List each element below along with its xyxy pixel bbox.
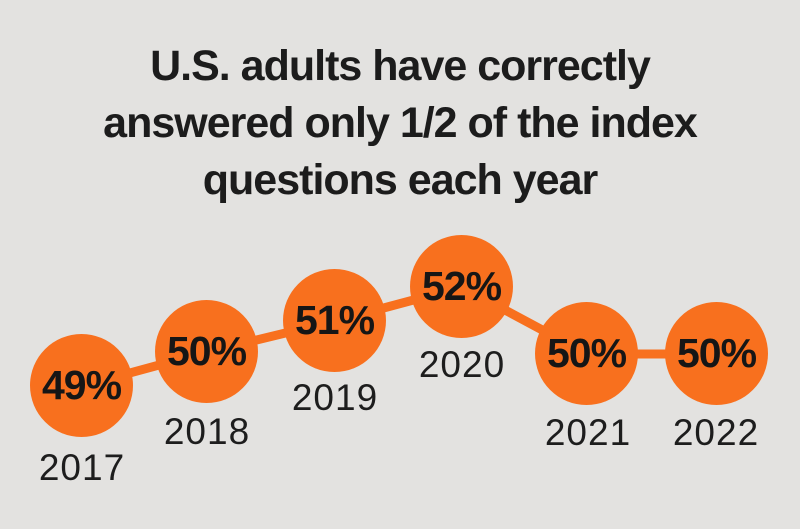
value-label-2022: 50% [676, 330, 757, 376]
value-label-2018: 50% [166, 328, 247, 374]
year-label-2022: 2022 [672, 412, 760, 453]
value-label-2021: 50% [546, 330, 627, 376]
value-label-2019: 51% [294, 297, 375, 343]
chart-title-line-1: U.S. adults have correctly [150, 42, 651, 90]
data-point-bubble-2019: 51% [283, 269, 386, 372]
data-point-bubble-2017: 49% [30, 334, 133, 437]
value-label-2017: 49% [41, 362, 122, 408]
data-point-bubble-2022: 50% [665, 302, 768, 405]
value-label-2020: 52% [421, 263, 502, 309]
year-label-2020: 2020 [418, 344, 506, 385]
chart-title-line-2: answered only 1/2 of the index [103, 99, 698, 147]
chart-title: U.S. adults have correctly answered only… [0, 38, 800, 209]
data-point-bubble-2018: 50% [155, 300, 258, 403]
year-label-2017: 2017 [38, 447, 126, 488]
data-point-bubble-2020: 52% [410, 235, 513, 338]
year-label-2019: 2019 [291, 377, 379, 418]
data-point-bubble-2021: 50% [535, 302, 638, 405]
year-label-2018: 2018 [163, 411, 251, 452]
chart-title-line-3: questions each year [202, 156, 598, 204]
year-label-2021: 2021 [544, 412, 632, 453]
